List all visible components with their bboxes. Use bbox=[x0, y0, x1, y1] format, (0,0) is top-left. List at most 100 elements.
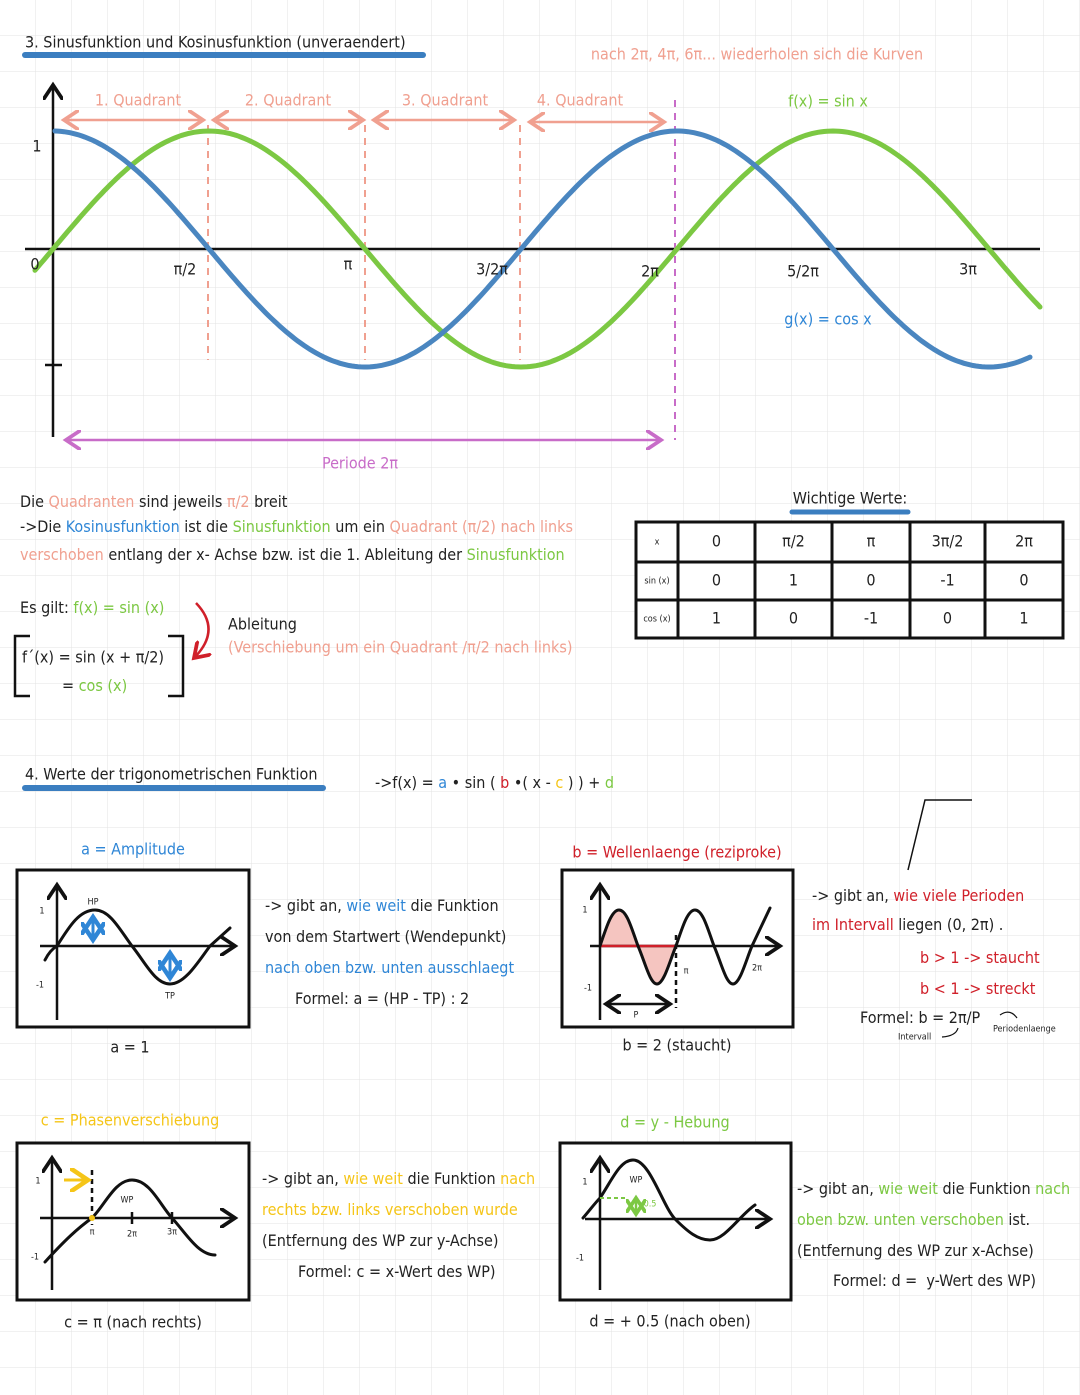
graph-label: HP bbox=[88, 898, 99, 908]
desc-line: -> gibt an, wie weit die Funktion nach bbox=[797, 1179, 1070, 1198]
group bbox=[64, 120, 664, 122]
text-span: Quadranten bbox=[49, 492, 135, 511]
quadrant-label: 3. Quadrant bbox=[402, 91, 489, 110]
text-span: (Entfernung des WP zur x-Achse) bbox=[797, 1241, 1034, 1260]
explanation-line: ->Die Kosinusfunktion ist die Sinusfunkt… bbox=[20, 517, 573, 536]
curve bbox=[941, 1011, 1018, 1038]
graph-label: 1 bbox=[582, 906, 587, 916]
result: = cos (x) bbox=[62, 676, 127, 695]
annotation: Intervall bbox=[898, 1033, 931, 1043]
arrow-label: Ableitung bbox=[228, 615, 297, 634]
text-span: = bbox=[62, 676, 79, 695]
formula: ->f(x) = a • sin ( b •( x - c ) ) + d bbox=[375, 773, 614, 792]
text-span: d bbox=[605, 773, 614, 792]
text-span: ->f(x) = bbox=[375, 773, 438, 792]
text-span: •( x - bbox=[509, 773, 555, 792]
panel-title: d = y - Hebung bbox=[620, 1113, 729, 1132]
graph-label: WP bbox=[630, 1176, 643, 1186]
text-span: die Funktion bbox=[406, 896, 499, 915]
text-span: ) ) + bbox=[563, 773, 605, 792]
origin-label: 0 bbox=[30, 255, 39, 274]
derivative: f´(x) = sin (x + π/2) bbox=[22, 648, 164, 667]
text-span: wie viele Perioden bbox=[893, 886, 1024, 905]
text-span: π/2 bbox=[227, 492, 250, 511]
caption: d = + 0.5 (nach oben) bbox=[589, 1312, 750, 1331]
panel-title: c = Phasenverschiebung bbox=[41, 1111, 219, 1130]
table-cell: 0 bbox=[1019, 571, 1028, 590]
table-cell: π/2 bbox=[782, 532, 805, 551]
x-label: 5/2π bbox=[787, 262, 819, 281]
text-span: b > 1 -> staucht bbox=[920, 948, 1040, 967]
text-span: -> gibt an, bbox=[797, 1179, 878, 1198]
group bbox=[93, 917, 170, 978]
text-span: b < 1 -> streckt bbox=[920, 979, 1036, 998]
text-span: im Intervall bbox=[812, 915, 894, 934]
text-span: Die bbox=[20, 492, 49, 511]
desc-line: von dem Startwert (Wendepunkt) bbox=[265, 927, 506, 946]
curve bbox=[194, 602, 209, 658]
desc-line: Formel: c = x-Wert des WP) bbox=[298, 1262, 496, 1281]
x-label: 3π bbox=[959, 260, 977, 279]
text-span: sind jeweils bbox=[134, 492, 226, 511]
caption: b = 2 (staucht) bbox=[622, 1036, 731, 1055]
text-span: -> gibt an, bbox=[812, 886, 893, 905]
row-label: sin (x) bbox=[644, 577, 669, 587]
text-span: die Funktion bbox=[403, 1169, 500, 1188]
text-span: liegen (0, 2π) . bbox=[894, 915, 1004, 934]
text-span: breit bbox=[250, 492, 288, 511]
text-span: c bbox=[555, 773, 563, 792]
desc-line: Formel: d = y-Wert des WP) bbox=[833, 1271, 1036, 1290]
dot bbox=[89, 1215, 95, 1221]
text-span: nach bbox=[1035, 1179, 1070, 1198]
text-span: entlang der x- Achse bzw. ist die 1. Abl… bbox=[104, 545, 467, 564]
text-span: rechts bzw. links verschoben wurde bbox=[262, 1200, 518, 1219]
text-span: ->Die bbox=[20, 517, 66, 536]
group bbox=[207, 125, 521, 360]
explanation-line: verschoben entlang der x- Achse bzw. ist… bbox=[20, 545, 565, 564]
table-cell: 1 bbox=[1019, 609, 1028, 628]
box bbox=[560, 868, 795, 1029]
desc-line: (Entfernung des WP zur y-Achse) bbox=[262, 1231, 499, 1250]
graph-label: 0.5 bbox=[644, 1200, 657, 1210]
y-label: 1 bbox=[32, 137, 41, 156]
text-span: ist die bbox=[180, 517, 233, 536]
desc-line: Formel: a = (HP - TP) : 2 bbox=[295, 989, 469, 1008]
desc-line: im Intervall liegen (0, 2π) . bbox=[812, 915, 1003, 934]
table-cell: 0 bbox=[866, 571, 875, 590]
row-label: cos (x) bbox=[643, 615, 670, 625]
text-span: nach oben bzw. unten ausschlaegt bbox=[265, 958, 514, 977]
graph-label: 2π bbox=[752, 964, 762, 974]
cos-label: g(x) = cos x bbox=[784, 310, 872, 329]
text-span: die Funktion bbox=[938, 1179, 1035, 1198]
text-span: nach bbox=[500, 1169, 535, 1188]
text-span: Quadrant (π/2) nach links bbox=[390, 517, 573, 536]
curve bbox=[13, 634, 185, 698]
graph-label: TP bbox=[164, 992, 175, 1002]
graph-label: -1 bbox=[31, 1253, 39, 1263]
x-label: 3/2π bbox=[476, 260, 508, 279]
graph-label: P bbox=[634, 1011, 639, 1021]
curve bbox=[32, 128, 1043, 370]
curve bbox=[130, 1212, 174, 1224]
arrow-note: (Verschiebung um ein Quadrant /π/2 nach … bbox=[228, 638, 572, 657]
text-span: -> gibt an, bbox=[265, 896, 346, 915]
group: x 0 π/2 π 3π/2 2π sin (x) 0 1 0 -1 0 cos (x) 1 0 -1 0 1 bbox=[634, 520, 1065, 640]
text-span: Sinusfunktion bbox=[233, 517, 331, 536]
curve bbox=[581, 1158, 757, 1242]
text-span: Formel: b = 2π/P bbox=[860, 1008, 980, 1027]
graph-label: -1 bbox=[36, 981, 44, 991]
text-span: • sin ( bbox=[447, 773, 500, 792]
table-cell: -1 bbox=[864, 609, 878, 628]
table-cell: π bbox=[867, 532, 876, 551]
text-span: a bbox=[438, 773, 447, 792]
desc-line: -> gibt an, wie weit die Funktion nach bbox=[262, 1169, 535, 1188]
row-label: x bbox=[655, 538, 660, 548]
caption: c = π (nach rechts) bbox=[64, 1313, 202, 1332]
annotation: Periodenlaenge bbox=[993, 1025, 1056, 1035]
table-cell: -1 bbox=[940, 571, 954, 590]
graph-label: 3π bbox=[167, 1228, 177, 1238]
graph-label: 1 bbox=[35, 1177, 40, 1187]
section-title: 3. Sinusfunktion und Kosinusfunktion (un… bbox=[25, 33, 406, 52]
desc-line: (Entfernung des WP zur x-Achse) bbox=[797, 1241, 1034, 1260]
graph-label: 1 bbox=[39, 907, 44, 917]
